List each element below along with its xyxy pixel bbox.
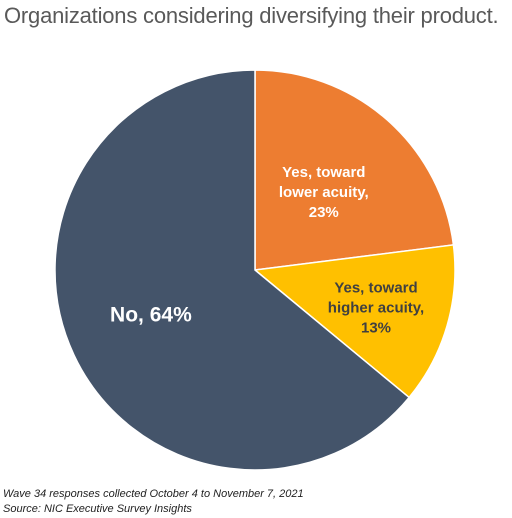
pie-slice-label-0: Yes, toward lower acuity, 23% (279, 164, 369, 221)
pie-slice-1 (253, 244, 456, 399)
chart-title: Organizations considering diversifying t… (4, 3, 499, 28)
source-footnote: Source: NIC Executive Survey Insights (3, 503, 192, 515)
pie-slice-label-line: Yes, toward (282, 164, 365, 181)
pie-slice-2 (54, 69, 411, 471)
pie-slice-label-line: higher acuity, (328, 299, 424, 316)
pie-slice-label-2: No, 64% (110, 304, 192, 327)
pie-slice-label-1: Yes, toward higher acuity, 13% (328, 279, 424, 336)
pie-slice-label-line: 23% (309, 204, 339, 221)
wave-footnote: Wave 34 responses collected October 4 to… (3, 488, 304, 500)
pie-slice-label-line: No, 64% (110, 304, 192, 327)
pie-slice-label-line: Yes, toward (334, 279, 417, 296)
pie-slice-label-line: lower acuity, (279, 184, 369, 201)
pie-slice-0 (254, 69, 455, 271)
pie-slice-label-line: 13% (361, 319, 391, 336)
